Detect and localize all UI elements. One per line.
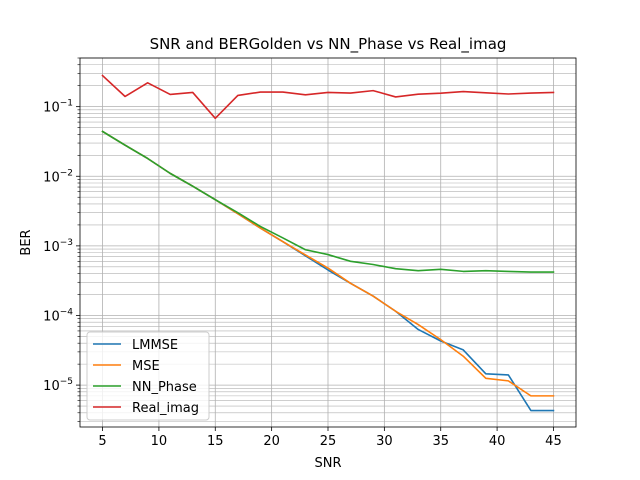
grid-lines [80,57,576,427]
legend-box [86,331,210,421]
chart-title: SNR and BERGolden vs NN_Phase vs Real_im… [150,35,507,54]
legend-label-lmmse: LMMSE [132,338,178,353]
legend-items: LMMSE MSE NN_Phase Real_imag [93,338,199,416]
legend-label-mse: MSE [132,359,160,374]
y-axis-ticks: 10−5 10−4 10−3 10−2 10−1 [43,57,80,422]
x-tick-label: 20 [263,434,280,449]
x-tick-label: 35 [432,434,449,449]
series-lines [101,74,555,412]
series-line-nn-phase [101,130,555,273]
legend-label-nn-phase: NN_Phase [132,380,197,395]
x-axis-label: SNR [314,456,341,471]
y-tick-label: 10−2 [43,168,73,185]
x-axis-ticks: 5 10 15 20 25 30 35 40 45 [98,427,562,449]
x-tick-label: 10 [151,434,168,449]
x-tick-label: 5 [98,434,106,449]
x-tick-label: 15 [207,434,224,449]
y-axis-label: BER [19,229,34,255]
y-tick-label: 10−1 [43,99,73,116]
series-line-real-imag [101,74,555,120]
legend: LMMSE MSE NN_Phase Real_imag [86,331,210,421]
y-tick-label: 10−3 [43,238,73,255]
x-tick-label: 25 [320,434,337,449]
y-tick-label: 10−5 [43,377,73,394]
x-tick-label: 45 [545,434,562,449]
x-tick-label: 40 [489,434,506,449]
x-tick-label: 30 [376,434,393,449]
legend-label-real-imag: Real_imag [132,401,199,416]
y-tick-label: 10−4 [43,307,73,324]
